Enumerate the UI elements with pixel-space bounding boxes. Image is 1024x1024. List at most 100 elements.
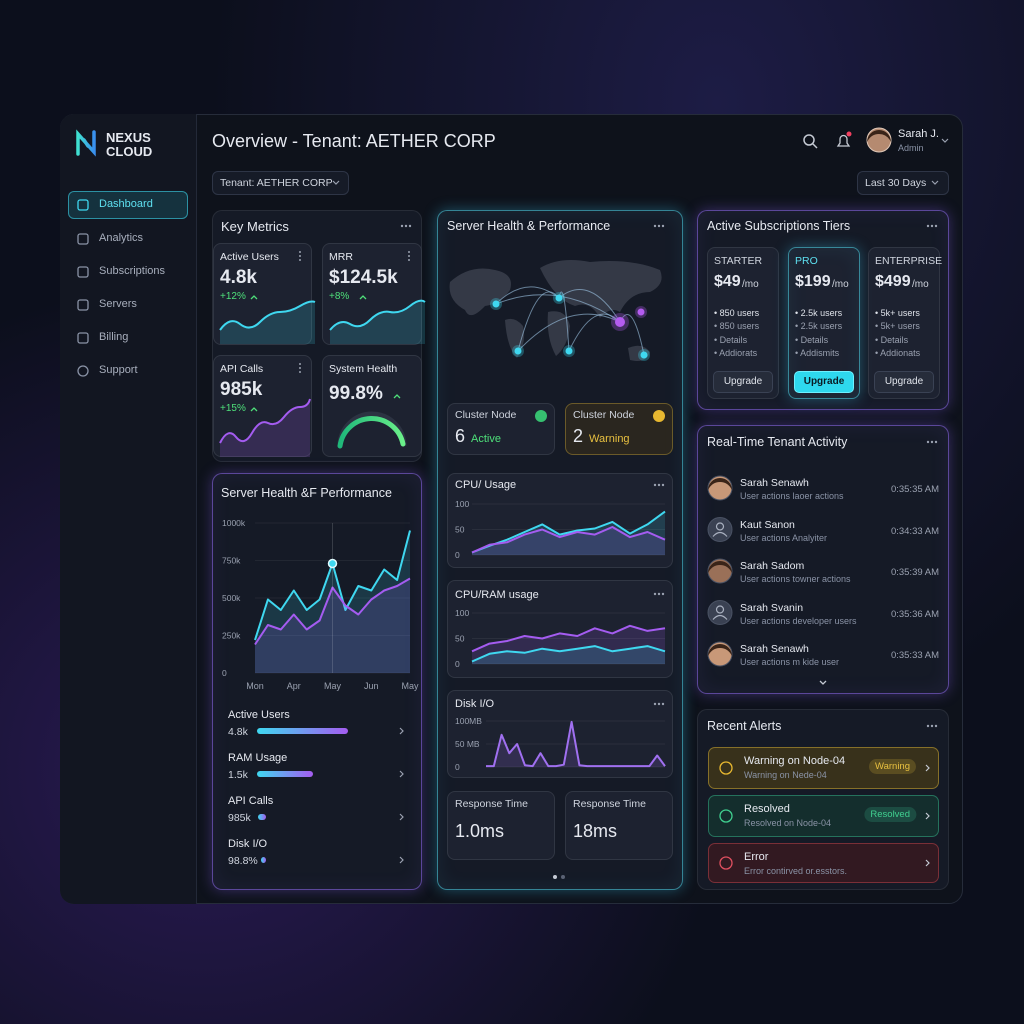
nav-item[interactable]: Subscriptions bbox=[99, 265, 166, 277]
menu-dots bbox=[661, 702, 665, 706]
alert-row[interactable] bbox=[708, 795, 939, 837]
event-detail: User actions Analyiter bbox=[740, 532, 828, 543]
tier-name: STARTER bbox=[714, 255, 763, 267]
chevron bbox=[399, 727, 404, 735]
metric-value: 985k bbox=[228, 812, 251, 824]
nav-item[interactable]: Servers bbox=[99, 298, 137, 310]
avatar-icon bbox=[715, 605, 725, 614]
metric-value: 1.5k bbox=[228, 769, 248, 781]
nav-icon bbox=[77, 199, 89, 211]
metric-card bbox=[213, 243, 312, 345]
map-node bbox=[640, 351, 648, 359]
alert-detail: Resolved on Node-04 bbox=[744, 818, 832, 828]
metric-label: System Health bbox=[329, 363, 398, 375]
metric-value: 985k bbox=[220, 379, 263, 400]
brand: CLOUD bbox=[106, 144, 153, 159]
metric-label: API Calls bbox=[220, 363, 264, 375]
event-time: 0:35:33 AM bbox=[890, 650, 939, 661]
bell-icon bbox=[836, 134, 851, 147]
map-node bbox=[615, 317, 625, 327]
x-tick-label: May bbox=[324, 681, 342, 691]
tier-feature: • 850 users bbox=[714, 308, 760, 318]
menu-dots bbox=[299, 363, 301, 365]
alert-icon bbox=[719, 761, 733, 775]
tier-feature: • 2.5k users bbox=[795, 308, 843, 318]
alert-row[interactable] bbox=[708, 747, 939, 789]
nav-item[interactable]: Support bbox=[99, 364, 138, 376]
menu-dots bbox=[930, 440, 934, 444]
metric-label: RAM Usage bbox=[228, 752, 288, 764]
metric-value: $124.5k bbox=[329, 267, 398, 288]
progress-bar bbox=[258, 814, 266, 820]
card-title: Active Subscriptions Tiers bbox=[707, 219, 851, 233]
chevron bbox=[399, 856, 404, 864]
metric-card bbox=[213, 355, 312, 457]
avatar-hair bbox=[708, 644, 732, 656]
upgrade-button[interactable]: Upgrade bbox=[874, 371, 934, 393]
menu-dots bbox=[934, 440, 938, 444]
avatar-hair bbox=[708, 561, 732, 573]
series-line bbox=[471, 526, 666, 554]
menu-dots bbox=[408, 255, 410, 257]
cluster-label: Cluster Node bbox=[573, 409, 635, 421]
page-dot bbox=[561, 875, 565, 879]
map-node bbox=[492, 300, 500, 308]
menu-dots bbox=[930, 224, 934, 228]
metric-value: 98.8% bbox=[228, 855, 258, 867]
event-name: Sarah Senawh bbox=[740, 477, 809, 489]
x-tick-label: Jun bbox=[364, 681, 379, 691]
nav-icon bbox=[77, 266, 89, 278]
series-line bbox=[471, 510, 666, 554]
sparkline-area bbox=[220, 301, 315, 344]
menu-dots bbox=[657, 702, 661, 706]
chevron bbox=[332, 180, 340, 185]
search-icon bbox=[812, 143, 818, 149]
filter-label[interactable]: Last 30 Days bbox=[865, 177, 927, 189]
highlight-point bbox=[327, 558, 338, 569]
alert-icon bbox=[719, 856, 733, 870]
nav-active[interactable] bbox=[68, 191, 188, 219]
activity-card bbox=[697, 425, 949, 694]
cluster-count: 6 bbox=[455, 426, 466, 446]
chart-title: CPU/ Usage bbox=[455, 479, 517, 491]
alert-title: Error bbox=[744, 851, 769, 863]
alert-title: Warning on Node-04 bbox=[744, 755, 846, 767]
tier-feature: • Details bbox=[795, 335, 829, 345]
nav-item[interactable]: Billing bbox=[99, 331, 129, 343]
y-tick-label: 0 bbox=[455, 550, 460, 560]
nav-item[interactable]: Dashboard bbox=[99, 198, 153, 210]
tier-feature: • 5k+ users bbox=[875, 321, 920, 331]
cluster-label: Cluster Node bbox=[455, 409, 517, 421]
series-area bbox=[255, 530, 410, 673]
tenant-select[interactable] bbox=[212, 171, 349, 195]
map-link bbox=[517, 291, 560, 352]
filter-label[interactable]: Tenant: AETHER CORP bbox=[220, 177, 333, 189]
map-node bbox=[555, 294, 563, 302]
response-value: 18ms bbox=[573, 821, 618, 841]
menu-dots bbox=[653, 702, 657, 706]
cluster-status: Warning bbox=[589, 433, 630, 445]
chart-card bbox=[447, 473, 673, 568]
upgrade-button[interactable]: Upgrade bbox=[794, 371, 854, 393]
nav-icon bbox=[77, 233, 89, 245]
avatar-icon bbox=[715, 522, 725, 531]
gauge bbox=[337, 416, 406, 449]
sparkline bbox=[219, 398, 311, 444]
upgrade-button[interactable]: Upgrade bbox=[713, 371, 773, 393]
menu-dots bbox=[408, 251, 410, 253]
metric-value: 4.8k bbox=[228, 726, 248, 738]
nav-icon bbox=[77, 365, 89, 377]
alert-row[interactable] bbox=[708, 843, 939, 883]
brand: NEXUS bbox=[106, 130, 151, 145]
nav-item[interactable]: Analytics bbox=[99, 232, 144, 244]
response-card bbox=[565, 791, 673, 860]
chart-title: CPU/RAM usage bbox=[455, 589, 539, 601]
card-title: Real-Time Tenant Activity bbox=[707, 435, 848, 449]
chevron bbox=[399, 813, 404, 821]
bell-badge bbox=[846, 131, 852, 137]
response-label: Response Time bbox=[455, 798, 528, 810]
menu-dots bbox=[400, 224, 404, 228]
chart-card bbox=[447, 690, 673, 778]
